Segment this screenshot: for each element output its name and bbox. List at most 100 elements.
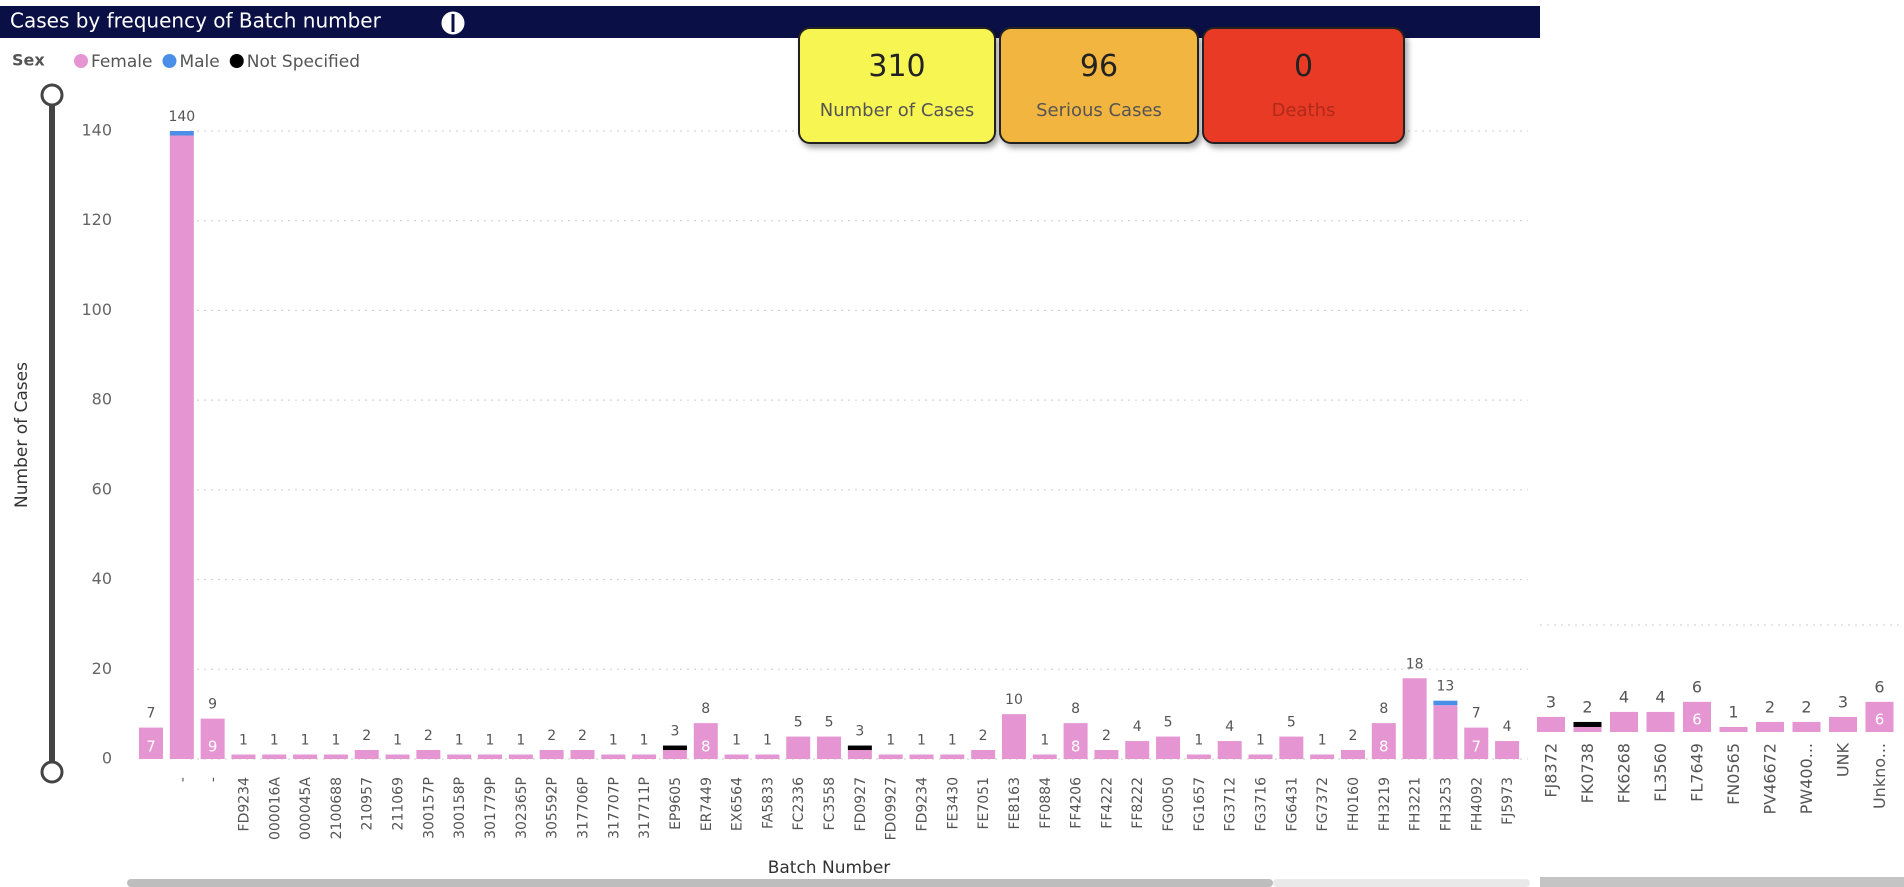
x-tick-label: FG6431 (1284, 777, 1300, 832)
bar-segment (570, 750, 595, 759)
y-tick-label: 140 (81, 121, 112, 140)
scroll-track (1273, 879, 1530, 887)
bar-total-label: 4 (1655, 687, 1665, 706)
bar-total-label: 4 (1619, 687, 1629, 706)
bar-segment (847, 745, 872, 751)
bar-total-label: 2 (362, 728, 371, 744)
x-tick-label: FK6268 (1615, 743, 1634, 803)
x-tick-label: FJ8372 (1542, 743, 1561, 798)
bar-segment (293, 754, 318, 759)
x-tick-label: EP9605 (668, 777, 684, 830)
bar-segment (169, 131, 194, 136)
bar-total-label: 5 (825, 715, 834, 731)
scrollbar[interactable] (127, 879, 1273, 887)
bar-total-label: 7 (147, 706, 156, 722)
x-tick-label: 300157P (421, 777, 437, 839)
legend-label: Not Specified (247, 52, 360, 72)
bar-segment (416, 750, 441, 759)
bar-segment (693, 723, 718, 759)
bar-total-label: 3 (1838, 692, 1848, 711)
bar-total-label: 1 (640, 733, 649, 749)
bar-segment (1573, 721, 1602, 727)
bar-segment (1792, 721, 1821, 732)
bar-segment (971, 750, 996, 759)
y-axis-title: Number of Cases (12, 362, 32, 508)
kpi-label: Number of Cases (819, 100, 975, 121)
bar-total-label: 1 (1040, 733, 1049, 749)
y-tick-label: 120 (81, 210, 112, 229)
x-tick-label: 317711P (637, 777, 653, 839)
bar-total-label: 1 (301, 733, 310, 749)
bar-segment (1001, 714, 1026, 759)
bar-segment (1433, 700, 1458, 706)
bar-total-label: 7 (1472, 706, 1481, 722)
x-tick-label: FG1657 (1192, 777, 1208, 832)
bar-segment (1310, 754, 1335, 759)
y-tick-label: 60 (92, 479, 112, 498)
bar-segment (786, 736, 811, 759)
bar-total-label: 18 (1406, 656, 1424, 672)
bar-total-label: 1 (516, 733, 525, 749)
bar-total-label: 2 (1582, 697, 1592, 716)
x-tick-label: FF0884 (1038, 777, 1054, 829)
range-slider[interactable] (40, 83, 64, 784)
bar-total-label: 3 (1546, 692, 1556, 711)
bar-total-label: 1 (1194, 733, 1203, 749)
title-icon[interactable] (438, 8, 468, 38)
bar-inner-label: 8 (1379, 738, 1389, 756)
bar-segment (1433, 705, 1458, 759)
x-tick-label: FF4206 (1069, 777, 1085, 829)
bar-segment (169, 135, 194, 759)
bar-segment (1402, 678, 1427, 759)
bar-inner-label: 9 (208, 738, 218, 756)
bar-segment (1756, 721, 1784, 732)
bar-total-label: 4 (1133, 719, 1142, 735)
bar-segment (1865, 701, 1894, 732)
bar-segment (354, 750, 379, 759)
x-tick-label: FG3712 (1223, 777, 1239, 832)
x-tick-label: FF8222 (1130, 777, 1146, 829)
kpi-value: 96 (1079, 49, 1119, 84)
bar-segment (1279, 736, 1304, 759)
x-tick-label: FD09927 (884, 777, 900, 840)
bar-segment (1063, 723, 1088, 759)
bar-total-label: 4 (1503, 719, 1512, 735)
bar-segment (817, 736, 842, 759)
legend-label: Male (179, 52, 219, 72)
bar-segment (1094, 750, 1119, 759)
bar-segment (601, 754, 626, 759)
bar-inner-label: 6 (1692, 711, 1702, 729)
bar-segment (755, 754, 780, 759)
y-tick-label: 80 (92, 390, 112, 409)
x-tick-label: FD0927 (853, 777, 869, 831)
bar-segment (940, 754, 965, 759)
bar-total-label: 1 (732, 733, 741, 749)
x-axis-title: Batch Number (768, 858, 891, 878)
bar-segment (632, 754, 657, 759)
title: Cases by frequency of Batch number (10, 9, 382, 33)
bar-total-label: 2 (1102, 728, 1111, 744)
bar-total-label: 3 (855, 724, 864, 740)
bar-segment (262, 754, 287, 759)
kpi-card: 310 Number of Cases (798, 27, 996, 144)
bar-total-label: 1 (393, 733, 402, 749)
bar-segment (447, 754, 472, 759)
y-tick-label: 40 (92, 569, 112, 588)
bar-segment (385, 754, 410, 759)
bar-total-label: 1 (1728, 702, 1738, 721)
bar-total-label: 5 (1287, 715, 1296, 731)
bar-total-label: 8 (1071, 701, 1080, 717)
bar-segment (323, 754, 348, 759)
legend-marker (162, 54, 177, 68)
bar-segment (1573, 726, 1602, 732)
bar-segment (539, 750, 564, 759)
bar-total-label: 1 (1318, 733, 1327, 749)
bar-total-label: 2 (547, 728, 556, 744)
bar-total-label: 1 (455, 733, 464, 749)
x-tick-label: FE7051 (976, 777, 992, 830)
bar-segment (1495, 741, 1520, 759)
bar-total-label: 9 (208, 697, 217, 713)
bar-total-label: 13 (1437, 679, 1455, 695)
bar-segment (662, 745, 687, 751)
scrollbar[interactable] (1540, 877, 1904, 887)
